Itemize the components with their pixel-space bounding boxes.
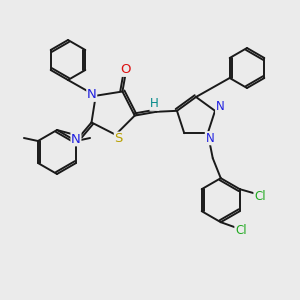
Text: S: S	[114, 132, 123, 145]
Text: Cl: Cl	[235, 224, 247, 237]
Text: N: N	[87, 88, 97, 101]
Text: Cl: Cl	[254, 190, 266, 203]
Text: O: O	[120, 63, 130, 76]
Text: N: N	[206, 132, 214, 145]
Text: H: H	[150, 97, 159, 110]
Text: N: N	[216, 100, 224, 113]
Text: N: N	[71, 133, 81, 146]
